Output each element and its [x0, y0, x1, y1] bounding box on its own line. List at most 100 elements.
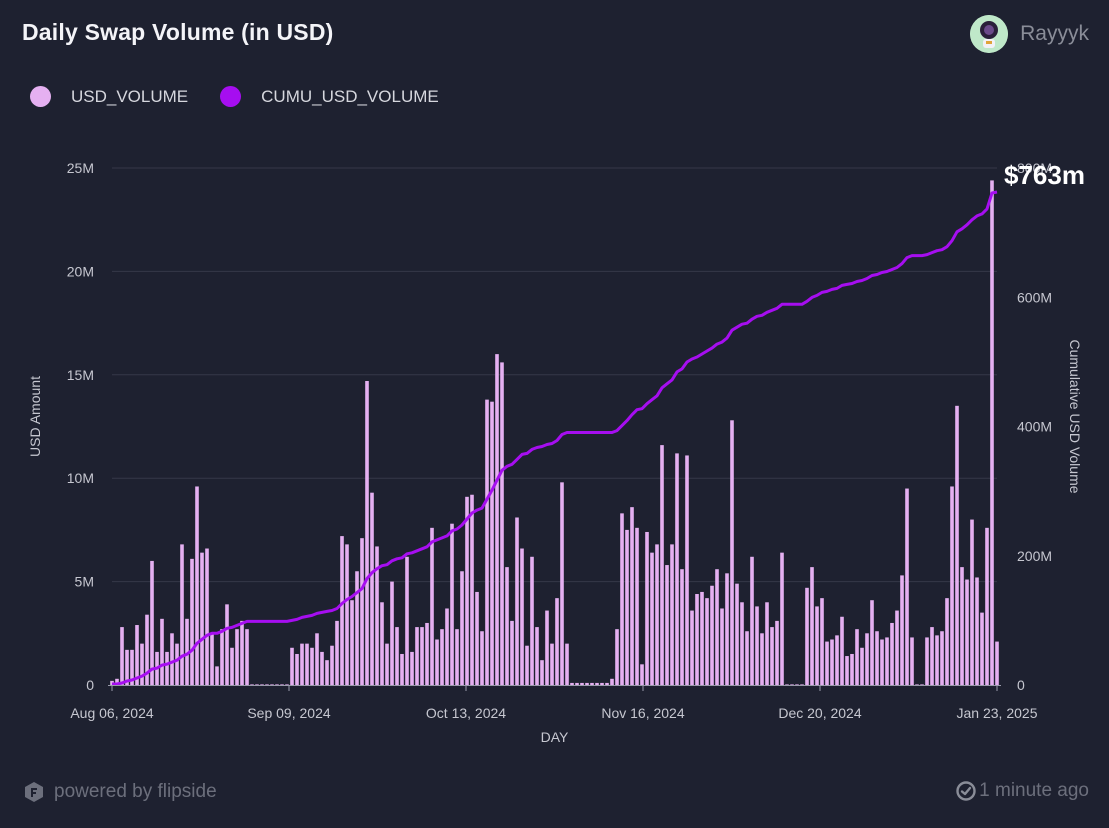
bar [925, 637, 929, 685]
bar [735, 583, 739, 685]
bar [980, 612, 984, 685]
bar [285, 684, 289, 685]
bar [235, 629, 239, 685]
astronaut-avatar-icon[interactable] [970, 15, 1009, 53]
bar [460, 571, 464, 685]
bar [780, 552, 784, 685]
bar [160, 618, 164, 685]
bar [210, 633, 214, 685]
bar [845, 656, 849, 685]
bar [515, 517, 519, 685]
bar [870, 600, 874, 685]
bar [445, 608, 449, 685]
bar [580, 682, 584, 685]
bar [660, 445, 664, 685]
bar [880, 639, 884, 685]
bar [305, 643, 309, 685]
bar [310, 647, 314, 685]
bar [525, 645, 529, 685]
user-badge[interactable]: Rayyyk [970, 14, 1089, 54]
bar [255, 684, 259, 685]
bar [665, 565, 669, 685]
bar [430, 527, 434, 685]
bar [595, 682, 599, 685]
bar [550, 643, 554, 685]
bar [345, 544, 349, 685]
bar [795, 684, 799, 685]
bar [270, 684, 274, 685]
bar [230, 647, 234, 685]
bar [655, 544, 659, 685]
bar [295, 653, 299, 685]
bar [565, 643, 569, 685]
bar [200, 552, 204, 685]
bar [875, 631, 879, 685]
bar [635, 527, 639, 685]
bar [505, 567, 509, 685]
bar [785, 684, 789, 685]
bar [700, 591, 704, 685]
bar [510, 620, 514, 685]
x-axis-title: DAY [541, 729, 569, 745]
bar [940, 631, 944, 685]
bar [840, 616, 844, 685]
bar [135, 625, 139, 685]
x-tick-label: Nov 16, 2024 [601, 705, 684, 721]
bar [600, 682, 604, 685]
bar [370, 492, 374, 685]
bar [145, 614, 149, 685]
user-name[interactable]: Rayyyk [1020, 22, 1089, 45]
bar [570, 682, 574, 685]
bar [280, 684, 284, 685]
bar [185, 618, 189, 685]
bar [745, 631, 749, 685]
legend-item-usd-volume[interactable]: USD_VOLUME [30, 86, 188, 107]
y-axis-title: USD Amount [27, 376, 43, 457]
bar [610, 678, 614, 685]
chart-title: Daily Swap Volume (in USD) [22, 19, 334, 45]
bar [410, 651, 414, 685]
bar [480, 631, 484, 685]
bar [540, 660, 544, 685]
y2-tick-label: 200M [1017, 548, 1052, 564]
bar [180, 544, 184, 685]
powered-by-flipside[interactable]: powered by flipside [22, 780, 217, 804]
bar [340, 536, 344, 685]
bar [325, 660, 329, 685]
bar [500, 362, 504, 685]
bar [895, 610, 899, 685]
y-tick-label: 0 [86, 677, 94, 693]
bar [755, 606, 759, 685]
bar [775, 620, 779, 685]
legend-label-cumu-usd-volume: CUMU_USD_VOLUME [261, 86, 439, 106]
bar [750, 556, 754, 685]
bar [760, 633, 764, 685]
bar [990, 180, 994, 685]
bar [355, 571, 359, 685]
bar [440, 629, 444, 685]
y2-tick-label: 400M [1017, 419, 1052, 435]
bar [650, 552, 654, 685]
bar [455, 629, 459, 685]
bar [835, 635, 839, 685]
bar-series-usd-volume [110, 180, 999, 685]
bar [920, 684, 924, 685]
bar [530, 556, 534, 685]
bar [495, 354, 499, 685]
bar [915, 684, 919, 685]
bar [205, 548, 209, 685]
bar [575, 682, 579, 685]
bar [675, 453, 679, 685]
y-tick-label: 25M [67, 160, 94, 176]
legend-label-usd-volume: USD_VOLUME [71, 86, 189, 106]
bar [865, 633, 869, 685]
bar [790, 684, 794, 685]
bar [470, 494, 474, 685]
bar [350, 600, 354, 685]
legend-item-cumu-usd-volume[interactable]: CUMU_USD_VOLUME [220, 86, 439, 107]
bar [125, 649, 129, 685]
bar [400, 653, 404, 685]
bar [720, 608, 724, 685]
bar [420, 627, 424, 685]
